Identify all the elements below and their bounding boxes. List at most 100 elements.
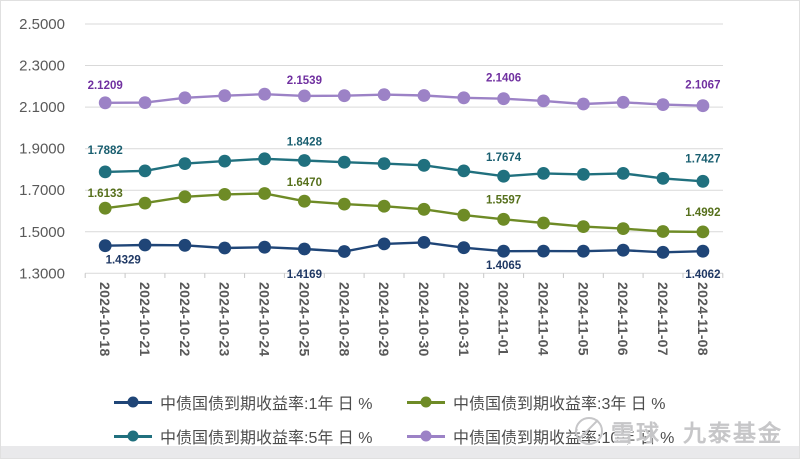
data-point	[696, 225, 710, 239]
data-point	[337, 197, 351, 211]
x-axis-label: 2024-10-18	[97, 282, 113, 357]
legend-item: 中债国债到期收益率:10年 日 %	[407, 425, 674, 447]
legend-marker-dot	[420, 396, 432, 408]
chart-legend: 中债国债到期收益率:1年 日 % 中债国债到期收益率:3年 日 % 中债国债到期收益…	[1, 389, 799, 449]
x-axis-label: 2024-10-30	[416, 282, 432, 357]
data-point	[497, 212, 510, 226]
data-point	[337, 245, 351, 258]
data-point	[178, 91, 192, 105]
data-point	[138, 196, 152, 210]
data-point	[696, 174, 710, 188]
data-point	[178, 157, 192, 171]
data-point-label: 2.1539	[287, 75, 322, 87]
data-point-label: 2.1406	[486, 73, 521, 85]
data-point	[457, 241, 471, 255]
data-point	[577, 97, 590, 111]
series-line	[105, 241, 703, 254]
data-point	[218, 188, 232, 201]
data-point	[377, 157, 391, 171]
y-axis-label: 1.7000	[19, 182, 65, 199]
bottom-strip	[1, 446, 799, 458]
x-axis-label: 2024-10-31	[456, 282, 472, 357]
data-point	[537, 244, 550, 258]
data-point	[616, 222, 630, 236]
data-point	[656, 98, 670, 111]
data-point	[337, 155, 351, 169]
legend-item-label: 中债国债到期收益率:5年 日 %	[160, 430, 373, 447]
y-axis-label: 2.1000	[19, 99, 65, 116]
data-point	[417, 202, 431, 216]
data-point	[577, 168, 590, 181]
legend-marker-line	[407, 430, 445, 442]
legend-marker-line	[114, 396, 152, 408]
data-point	[497, 244, 510, 258]
legend-item: 中债国债到期收益率:3年 日 %	[407, 391, 665, 413]
data-point	[178, 190, 192, 204]
data-point	[138, 238, 152, 252]
data-point	[377, 237, 391, 251]
data-point-label: 1.6133	[88, 188, 123, 200]
data-point	[258, 87, 271, 101]
data-point	[98, 201, 112, 215]
data-point	[616, 167, 630, 180]
series-line	[105, 92, 703, 107]
data-point	[298, 194, 311, 208]
series-line	[105, 192, 703, 234]
data-point	[377, 199, 391, 213]
data-point	[298, 89, 311, 103]
data-point	[218, 241, 232, 255]
data-point	[497, 169, 510, 183]
y-axis-label: 1.3000	[19, 265, 65, 282]
data-point	[258, 240, 271, 254]
data-point-label: 1.7882	[88, 145, 123, 157]
y-axis-label: 2.5000	[19, 16, 65, 33]
data-point	[298, 242, 311, 256]
legend-item-label: 中债国债到期收益率:3年 日 %	[453, 396, 666, 413]
legend-item: 中债国债到期收益率:1年 日 %	[114, 391, 372, 413]
x-axis-label: 2024-11-08	[695, 282, 711, 356]
data-point-label: 1.6470	[287, 177, 322, 189]
data-point	[696, 244, 710, 258]
data-point-label: 1.4169	[287, 269, 322, 281]
data-point	[138, 164, 152, 178]
data-point	[98, 239, 112, 253]
data-point-label: 1.5597	[486, 194, 521, 206]
data-point	[497, 92, 510, 106]
data-point	[218, 89, 232, 103]
x-axis-label: 2024-10-25	[296, 282, 312, 357]
data-point	[258, 187, 271, 200]
data-point	[337, 89, 351, 103]
legend-marker-line	[114, 430, 152, 442]
data-point	[457, 91, 471, 105]
data-point	[417, 89, 431, 102]
x-axis-label: 2024-11-01	[496, 282, 512, 356]
legend-marker-line	[407, 396, 445, 408]
data-point	[696, 99, 710, 113]
x-axis-label: 2024-11-05	[575, 282, 591, 356]
data-point	[537, 167, 550, 180]
legend-item-label: 中债国债到期收益率:10年 日 %	[453, 430, 675, 447]
data-point-label: 1.4329	[106, 255, 141, 267]
legend-marker-dot	[127, 430, 139, 442]
data-point	[98, 96, 112, 110]
data-point-label: 1.7674	[486, 152, 522, 164]
data-point	[258, 152, 271, 166]
data-point	[98, 165, 112, 179]
data-point	[616, 243, 630, 257]
data-point	[537, 94, 550, 108]
data-point-label: 1.4992	[685, 207, 720, 219]
data-point	[138, 96, 152, 109]
data-point	[417, 158, 431, 172]
data-point	[537, 216, 550, 230]
data-point	[218, 154, 232, 168]
data-point	[377, 88, 391, 101]
data-point	[656, 245, 670, 259]
y-axis-label: 1.5000	[19, 224, 65, 241]
y-axis-label: 1.9000	[19, 141, 65, 158]
data-point-label: 1.7427	[685, 153, 720, 165]
y-axis-label: 2.3000	[19, 58, 65, 75]
data-point	[656, 172, 670, 185]
data-point	[656, 225, 670, 238]
x-axis-label: 2024-10-23	[217, 282, 233, 357]
data-point	[616, 95, 630, 109]
